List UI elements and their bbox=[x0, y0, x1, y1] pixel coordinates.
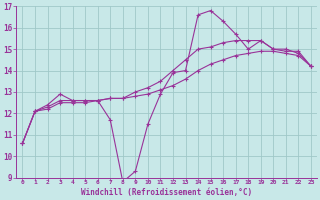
X-axis label: Windchill (Refroidissement éolien,°C): Windchill (Refroidissement éolien,°C) bbox=[81, 188, 252, 197]
